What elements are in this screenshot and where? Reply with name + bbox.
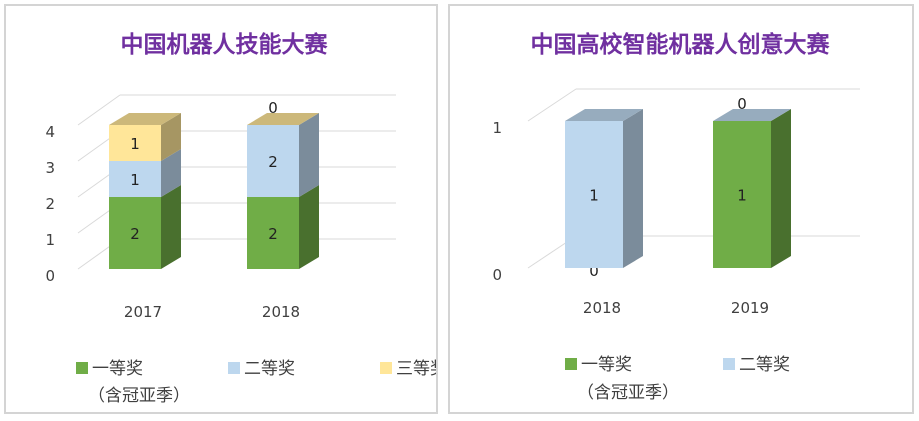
bar-top: [565, 109, 643, 121]
data-label: 0: [268, 99, 278, 117]
data-label: 2: [130, 225, 140, 243]
legend-swatch: [380, 362, 392, 374]
legend-label: 二等奖: [739, 355, 790, 375]
bar-front: [109, 125, 161, 161]
bar-side: [299, 113, 319, 197]
data-label: 0: [589, 262, 599, 280]
data-label: 1: [130, 135, 140, 153]
bar-top: [247, 113, 319, 125]
data-label: 2: [268, 153, 278, 171]
bar-top: [713, 109, 791, 121]
y-tick-label: 3: [45, 159, 55, 177]
bar-side: [623, 109, 643, 268]
data-label: 1: [737, 187, 747, 205]
legend-swatch: [565, 358, 577, 370]
chart-panel-robot-skills: 中国机器人技能大赛 0 1 2 3 4 2 1 1 2017 2 2 0 2018 一等奖 （含冠亚季） 二等奖…: [4, 4, 438, 414]
bar-side: [771, 109, 791, 268]
bar-front: [247, 125, 299, 197]
bar-top: [109, 113, 181, 125]
chart-robot-skills: 中国机器人技能大赛 0 1 2 3 4 2 1 1 2017 2 2 0 2018 一等奖 （含冠亚季） 二等奖…: [45, 31, 436, 406]
bar-side: [161, 113, 181, 161]
bar-front: [713, 121, 771, 268]
x-tick-label: 2017: [124, 303, 162, 321]
legend-note: （含冠亚季）: [88, 386, 190, 406]
legend-label: 二等奖: [244, 359, 295, 379]
legend-label: 一等奖: [92, 359, 143, 379]
bar-front: [109, 161, 161, 197]
legend-note: （含冠亚季）: [577, 383, 679, 403]
bar-side: [161, 185, 181, 269]
legend-swatch: [723, 358, 735, 370]
x-tick-label: 2018: [262, 303, 300, 321]
y-tick-label: 4: [45, 123, 55, 141]
x-tick-label: 2019: [731, 299, 769, 317]
chart-robot-creativity: 中国高校智能机器人创意大赛 0 1 0 1 2018 1 0 2019 一等奖 （含冠亚季） 二等奖: [492, 31, 860, 403]
chart-title: 中国机器人技能大赛: [121, 31, 329, 58]
chart-panel-robot-creativity: 中国高校智能机器人创意大赛 0 1 0 1 2018 1 0 2019 一等奖 （含冠亚季） 二等奖: [448, 4, 914, 414]
bar-front: [109, 197, 161, 269]
gridline-depth: [527, 88, 577, 122]
legend-label: 三等奖: [396, 359, 436, 379]
y-tick-label: 0: [45, 267, 55, 285]
y-tick-label: 2: [45, 195, 55, 213]
legend-label: 一等奖: [581, 355, 632, 375]
gridline-depth: [77, 94, 121, 126]
data-label: 1: [130, 171, 140, 189]
chart-title: 中国高校智能机器人创意大赛: [531, 31, 831, 58]
y-tick-label: 0: [492, 266, 502, 284]
data-label: 0: [737, 95, 747, 113]
bar-front: [247, 197, 299, 269]
legend-swatch: [76, 362, 88, 374]
bar-side: [299, 185, 319, 269]
bar-side: [161, 149, 181, 197]
y-tick-label: 1: [492, 119, 502, 137]
y-tick-label: 1: [45, 231, 55, 249]
data-label: 1: [589, 187, 599, 205]
legend-swatch: [228, 362, 240, 374]
bar-front: [565, 121, 623, 268]
data-label: 2: [268, 225, 278, 243]
x-tick-label: 2018: [583, 299, 621, 317]
